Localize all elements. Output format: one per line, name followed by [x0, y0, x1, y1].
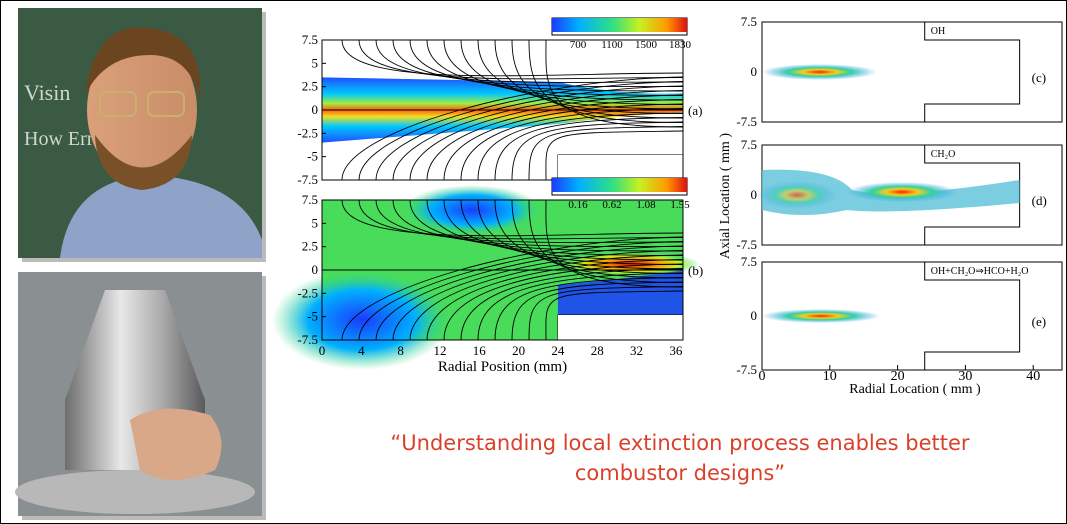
step-box: [558, 315, 683, 340]
x-axis-label: Radial Location ( mm ): [849, 382, 981, 397]
panel-label: (a): [688, 103, 702, 118]
y-tick-label: 5: [312, 215, 319, 230]
x-axis-label: Radial Position (mm): [438, 359, 567, 375]
species-label: OH: [931, 26, 945, 37]
x-tick-label: 0: [319, 343, 326, 358]
y-tick-label: 0: [312, 262, 319, 277]
x-tick-label: 8: [397, 343, 404, 358]
y-tick-label: -5: [307, 149, 318, 164]
x-tick-label: 28: [591, 343, 604, 358]
y-tick-label: 5: [312, 55, 319, 70]
y-tick-label: 2.5: [302, 79, 318, 94]
y-tick-label: 0: [751, 308, 758, 323]
chamber-outline: [925, 262, 1020, 370]
y-tick-label: -7.5: [297, 172, 318, 187]
y-tick-label: -7.5: [736, 114, 757, 129]
svg-text:How Err: How Err: [24, 128, 94, 150]
y-tick-label: 7.5: [302, 192, 318, 207]
x-tick-label: 24: [551, 343, 565, 358]
colorbar-gradient: [552, 178, 687, 192]
y-tick-label: 7.5: [741, 14, 757, 29]
left-figure: 7.5 5 2.5 0 -2.5 -5 -7.5 (a) 700 1100 1500 1830 7.5 5…: [272, 18, 703, 375]
panel-label: (c): [1032, 70, 1046, 85]
y-tick-label: 0: [751, 187, 758, 202]
quote-line: “Understanding local extinction process …: [390, 431, 969, 455]
y-tick-label: -2.5: [297, 285, 318, 300]
x-tick-label: 36: [669, 343, 683, 358]
x-tick-label: 32: [630, 343, 643, 358]
slide: Visin How Err 7.5 5 2.5 0 -2.5 -5 -7.5 (a) 700 11…: [0, 0, 1067, 524]
colorbar-label: 1500: [635, 39, 658, 51]
colorbar-label: 0.62: [602, 199, 621, 211]
y-tick-label: -5: [307, 309, 318, 324]
y-tick-label: -7.5: [736, 362, 757, 377]
step-box: [558, 155, 683, 180]
colorbar-label: 700: [570, 39, 587, 51]
colorbar-gradient: [552, 18, 687, 32]
y-tick-label: -7.5: [297, 332, 318, 347]
y-tick-label: -2.5: [297, 125, 318, 140]
colorbar-label: 1100: [601, 39, 623, 51]
portrait-photo: Visin How Err: [18, 8, 262, 258]
signal-core: [847, 182, 957, 202]
quote-line: combustor designs”: [575, 461, 785, 485]
x-tick-label: 10: [823, 369, 837, 384]
right-figure: 7.50-7.5OH(c)7.50-7.5CH₂O(d)7.50-7.5OH+C…: [718, 14, 1062, 397]
chamber-outline: [925, 22, 1020, 122]
y-axis-label: Axial Location ( mm ): [718, 133, 733, 259]
x-tick-label: 16: [473, 343, 487, 358]
x-tick-label: 12: [433, 343, 446, 358]
colorbar-label: 1.08: [636, 199, 656, 211]
y-tick-label: 0: [751, 64, 758, 79]
signal: [762, 309, 880, 323]
panel-label: (d): [1032, 193, 1047, 208]
svg-text:Visin: Visin: [24, 80, 70, 105]
x-tick-label: 20: [512, 343, 525, 358]
x-tick-label: 4: [358, 343, 365, 358]
x-tick-label: 0: [759, 369, 766, 384]
signal-core: [757, 181, 837, 209]
species-label: OH+CH₂O⇒HCO+H₂O: [931, 266, 1029, 277]
slide-canvas: Visin How Err 7.5 5 2.5 0 -2.5 -5 -7.5 (a) 700 11…: [0, 0, 1067, 524]
burner-photo: [15, 272, 262, 516]
y-tick-label: -7.5: [736, 237, 757, 252]
panel-label: (b): [688, 263, 703, 278]
colorbar-label: 1830: [669, 39, 692, 51]
species-label: CH₂O: [931, 149, 956, 160]
panel-label: (e): [1032, 314, 1046, 329]
y-tick-label: 7.5: [741, 254, 757, 269]
y-tick-label: 2.5: [302, 239, 318, 254]
y-tick-label: 7.5: [302, 32, 318, 47]
x-tick-label: 40: [1026, 369, 1040, 384]
signal: [762, 64, 877, 80]
y-tick-label: 7.5: [741, 137, 757, 152]
colorbar-label: 1.55: [670, 199, 690, 211]
colorbar-label: 0.16: [568, 199, 588, 211]
y-tick-label: 0: [312, 102, 319, 117]
